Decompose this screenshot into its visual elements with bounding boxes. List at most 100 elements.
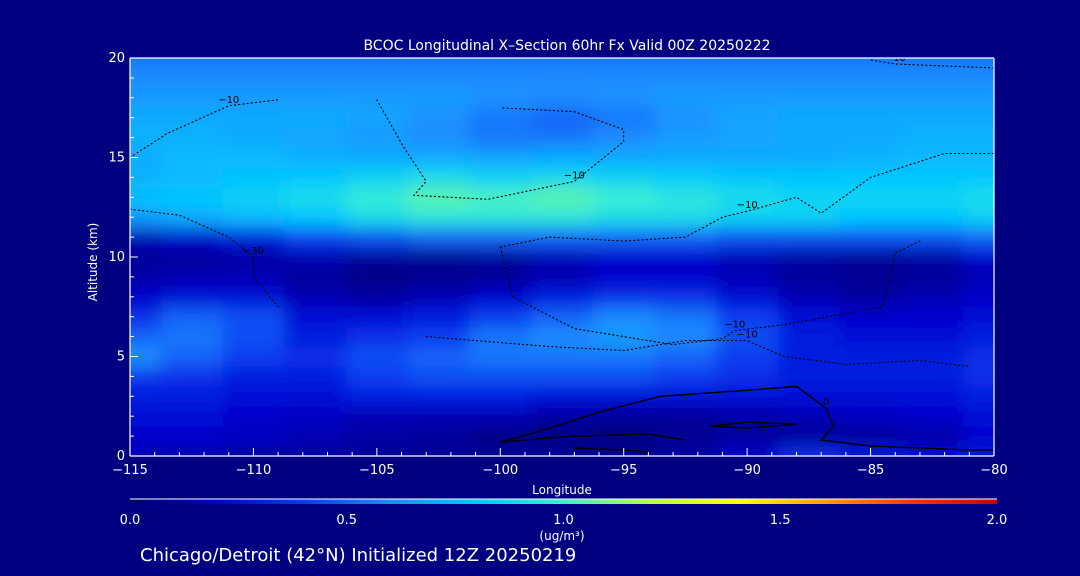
heatmap-cell — [284, 326, 347, 348]
colorbar-gradient — [130, 499, 997, 504]
heatmap-cell — [839, 207, 902, 228]
contour-label: −10 — [724, 320, 745, 331]
heatmap-cell — [469, 346, 532, 367]
heatmap-cell — [160, 247, 224, 268]
heatmap-cell — [839, 187, 902, 208]
contour-line — [499, 433, 687, 443]
heatmap-cell — [592, 247, 656, 268]
heatmap-cell — [716, 386, 779, 407]
heatmap-cell — [654, 67, 717, 89]
heatmap-cell — [407, 167, 470, 188]
heatmap-cell — [130, 167, 162, 188]
heatmap-cell — [222, 107, 285, 129]
heatmap-cell — [284, 147, 347, 168]
heatmap-cell — [963, 286, 994, 308]
heatmap-cell — [592, 286, 656, 308]
heatmap-cell — [407, 286, 470, 308]
heatmap-cell — [839, 346, 902, 367]
contour-line — [499, 385, 994, 451]
heatmap-cell — [592, 207, 656, 228]
heatmap-cell — [407, 446, 470, 456]
heatmap-cell — [839, 58, 902, 69]
heatmap-cell — [531, 346, 594, 367]
heatmap-cell — [901, 247, 964, 268]
contour-line — [130, 208, 279, 308]
heatmap-cell — [531, 127, 594, 149]
heatmap-cell — [963, 446, 994, 456]
colorbar-tick-label: 1.5 — [770, 513, 791, 528]
heatmap-cell — [346, 227, 409, 248]
contour-lines: −10−10−10−30−10−10−100 — [130, 58, 994, 453]
colorbar-tick-label: 2.0 — [987, 513, 1008, 528]
heatmap-cell — [592, 386, 656, 407]
heatmap-cell — [346, 306, 409, 328]
heatmap-cell — [346, 147, 409, 168]
heatmap-cell — [901, 227, 964, 248]
heatmap-cell — [160, 187, 224, 208]
y-tick-label: 20 — [108, 51, 125, 66]
heatmap-cell — [222, 147, 285, 168]
heatmap-cell — [963, 107, 994, 129]
y-tick-label: 0 — [117, 449, 125, 464]
colorbar-tick-label: 0.0 — [120, 513, 141, 528]
heatmap-cell — [130, 326, 162, 348]
heatmap-cell — [592, 306, 656, 328]
heatmap-cell — [346, 167, 409, 188]
heatmap-cell — [407, 266, 470, 288]
heatmap-cell — [778, 326, 841, 348]
heatmap-cell — [407, 406, 470, 427]
x-axis-label: Longitude — [532, 483, 592, 497]
heatmap-cell — [160, 366, 224, 387]
heatmap-cell — [284, 87, 347, 109]
heatmap-cell — [654, 87, 717, 109]
heatmap-cell — [284, 58, 347, 69]
heatmap-cell — [284, 247, 347, 268]
heatmap-cell — [716, 366, 779, 387]
heatmap-cell — [346, 386, 409, 407]
heatmap-cell — [531, 67, 594, 89]
heatmap-cell — [531, 366, 594, 387]
colorbar: 0.0 0.5 1.0 1.5 2.0 — [120, 498, 1008, 528]
heatmap-cell — [963, 87, 994, 109]
heatmap-cell — [592, 326, 656, 348]
heatmap-cell — [839, 326, 902, 348]
heatmap-cell — [963, 346, 994, 367]
heatmap-cell — [130, 346, 162, 367]
plot-frame — [129, 57, 995, 457]
heatmap-cell — [654, 227, 717, 248]
heatmap-cell — [160, 326, 224, 348]
heatmap-cell — [716, 406, 779, 427]
heatmap-cell — [222, 426, 285, 447]
heatmap-cell — [592, 167, 656, 188]
heatmap-cell — [778, 227, 841, 248]
heatmap-cell — [469, 187, 532, 208]
heatmap-cell — [160, 406, 224, 427]
heatmap-cell — [407, 67, 470, 89]
heatmap-cell — [531, 187, 594, 208]
contour-label: −10 — [737, 200, 758, 211]
chart-subtitle: Chicago/Detroit (42°N) Initialized 12Z 2… — [140, 545, 576, 566]
heatmap-cell — [716, 67, 779, 89]
heatmap-cell — [901, 366, 964, 387]
heatmap-cell — [407, 306, 470, 328]
heatmap-cell — [839, 107, 902, 129]
heatmap-cell — [716, 227, 779, 248]
heatmap-cell — [531, 426, 594, 447]
heatmap-cell — [160, 127, 224, 149]
heatmap-cell — [592, 147, 656, 168]
heatmap-cell — [407, 247, 470, 268]
heatmap-cell — [901, 426, 964, 447]
heatmap-cell — [778, 147, 841, 168]
heatmap-cell — [716, 426, 779, 447]
heatmap-cell — [654, 406, 717, 427]
heatmap-cell — [469, 326, 532, 348]
heatmap-cell — [901, 446, 964, 456]
x-tick-label: −90 — [733, 463, 760, 478]
heatmap-cell — [654, 306, 717, 328]
contour-label: −10 — [564, 170, 585, 181]
y-tick-label: 10 — [108, 250, 125, 265]
heatmap-cell — [531, 207, 594, 228]
heatmap-cell — [531, 386, 594, 407]
heatmap-cell — [839, 67, 902, 89]
heatmap-cell — [901, 58, 964, 69]
